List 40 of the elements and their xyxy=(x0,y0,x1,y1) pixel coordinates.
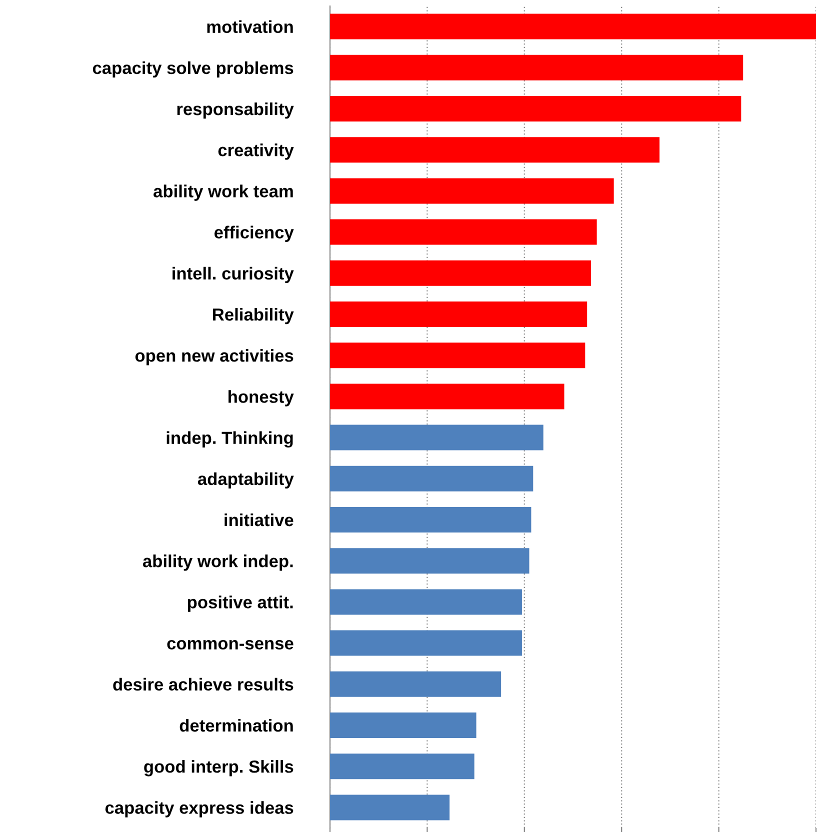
y-tick-label: Reliability xyxy=(213,308,294,324)
y-tick-label: desire achieve results xyxy=(113,678,294,691)
y-tick-label: positive attit. xyxy=(188,596,293,612)
bar xyxy=(330,754,474,780)
bar xyxy=(330,219,597,245)
y-tick-label: determination xyxy=(180,718,293,732)
y-tick-label: honesty xyxy=(228,390,294,406)
y-tick-label: ability work team xyxy=(154,184,293,201)
bar xyxy=(330,14,816,40)
y-tick-label: creativity xyxy=(218,144,294,160)
bar xyxy=(330,302,588,327)
y-tick-label: indep. Thinking xyxy=(166,431,293,448)
y-tick-label: capacity solve problems xyxy=(92,61,294,78)
bar xyxy=(330,589,522,615)
bar xyxy=(330,260,591,286)
y-tick-label: efficiency xyxy=(214,226,294,242)
bar xyxy=(330,178,614,204)
y-tick-label: motivation xyxy=(207,20,293,34)
bar xyxy=(330,794,450,820)
bar xyxy=(330,548,530,574)
bar xyxy=(330,630,522,656)
y-tick-label: intell. curiosity xyxy=(172,266,294,284)
bar xyxy=(330,507,532,532)
bar xyxy=(330,466,534,492)
y-tick-label: ability work indep. xyxy=(142,554,293,571)
bar xyxy=(330,54,744,80)
y-tick-label: open new activities xyxy=(135,349,294,366)
y-tick-label: initiative xyxy=(224,513,294,526)
bar xyxy=(330,384,564,410)
bar xyxy=(330,342,586,368)
bar xyxy=(330,712,476,738)
bar xyxy=(330,96,742,122)
bar xyxy=(330,424,544,450)
y-tick-label: adaptability xyxy=(198,472,294,489)
y-tick-label: capacity express ideas xyxy=(105,801,294,818)
y-tick-label: good interp. Skills xyxy=(144,760,294,776)
bar xyxy=(330,137,660,163)
y-tick-label: responsability xyxy=(177,102,294,119)
y-tick-label: common-sense xyxy=(167,640,294,650)
bar xyxy=(330,671,502,697)
